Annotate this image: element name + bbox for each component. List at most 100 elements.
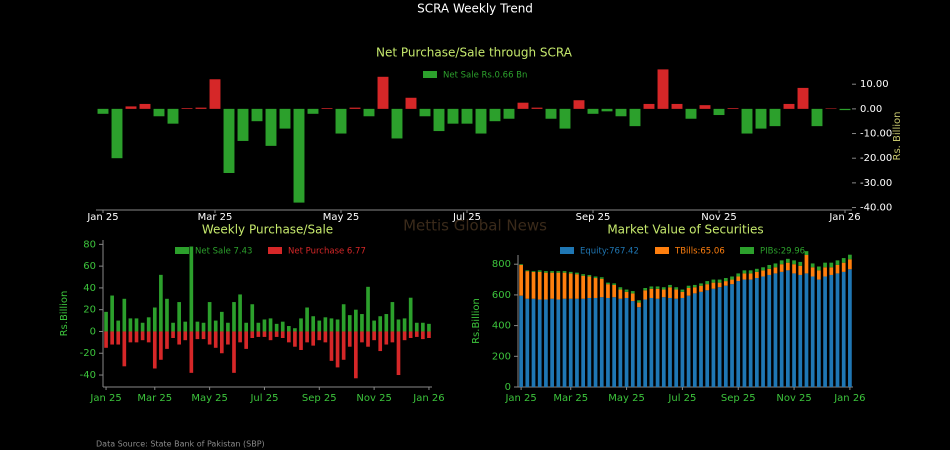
bar xyxy=(629,108,641,127)
bar xyxy=(321,108,333,109)
bar-segment xyxy=(717,279,722,283)
bar xyxy=(219,311,224,332)
bar xyxy=(116,331,121,345)
bar xyxy=(363,108,375,117)
bar-segment xyxy=(674,289,679,299)
bar-segment xyxy=(618,298,623,387)
bar xyxy=(811,108,823,127)
bar-segment xyxy=(742,273,747,280)
bar-segment xyxy=(668,297,672,387)
bar xyxy=(274,331,279,337)
bar xyxy=(307,108,319,114)
bar xyxy=(402,331,407,341)
bar xyxy=(405,97,417,109)
bar-segment xyxy=(835,260,840,265)
bar xyxy=(250,331,255,338)
bar-segment xyxy=(562,298,567,387)
bar-segment xyxy=(537,299,542,387)
bar xyxy=(146,331,151,343)
bar xyxy=(347,315,352,332)
bar xyxy=(587,108,599,114)
bar-segment xyxy=(630,301,635,387)
bar-segment xyxy=(649,286,654,289)
x-tick-label: Jul 25 xyxy=(452,212,481,223)
main-title: SCRA Weekly Trend xyxy=(417,2,533,16)
bar-segment xyxy=(680,291,685,298)
bar-segment xyxy=(841,271,846,387)
bar-segment xyxy=(767,264,772,269)
bar xyxy=(396,319,401,332)
bar xyxy=(293,328,297,332)
y-tick-label: 80 xyxy=(83,239,96,250)
bar-segment xyxy=(568,273,573,299)
bar-segment xyxy=(531,298,536,387)
bar-segment xyxy=(848,269,852,387)
x-tick-label: Jan 25 xyxy=(86,212,118,223)
bar xyxy=(226,331,230,345)
bar xyxy=(329,318,334,332)
bar-segment xyxy=(717,282,722,288)
bar xyxy=(140,331,145,341)
bar-segment xyxy=(792,260,796,265)
bar-segment xyxy=(519,264,523,265)
bar-segment xyxy=(587,274,592,277)
bar-segment xyxy=(804,273,809,387)
bar-segment xyxy=(612,283,617,285)
bar xyxy=(713,108,725,116)
bar-segment xyxy=(624,289,629,292)
chart-panel: Weekly Purchase/Sale Rs.Billion -40 -20 0 20 4… xyxy=(59,223,445,405)
bar-segment xyxy=(593,278,598,298)
bar xyxy=(177,331,181,345)
bar xyxy=(447,108,459,124)
y-tick-label: -20 xyxy=(80,348,96,359)
bar xyxy=(408,331,413,338)
bar xyxy=(408,297,413,332)
bar-segment xyxy=(767,268,772,275)
bar-segment xyxy=(841,262,846,272)
bar-segment xyxy=(606,282,610,285)
bar xyxy=(755,108,767,129)
bar xyxy=(134,331,139,343)
bar-segment xyxy=(761,270,765,277)
bar-segment xyxy=(550,271,554,273)
bar xyxy=(839,108,851,111)
bar xyxy=(268,331,273,341)
bar xyxy=(250,304,255,332)
bar xyxy=(354,309,358,332)
y-tick-label: 20 xyxy=(83,305,96,316)
bar-segment xyxy=(612,284,617,298)
bar-segment xyxy=(562,272,567,299)
bar xyxy=(146,317,151,332)
bar xyxy=(167,108,179,124)
bar xyxy=(104,311,108,332)
y-tick-label: -30.00 xyxy=(860,178,892,189)
bar xyxy=(390,331,395,343)
bar-segment xyxy=(699,285,703,292)
bar xyxy=(159,331,163,360)
bar xyxy=(181,108,193,109)
bar xyxy=(280,321,285,332)
bar-segment xyxy=(668,284,672,288)
bar-segment xyxy=(711,279,716,283)
bar-segment xyxy=(754,271,759,279)
bar xyxy=(559,108,571,129)
bar xyxy=(390,302,395,332)
bar-segment xyxy=(587,297,592,387)
bar xyxy=(797,87,809,109)
bar xyxy=(489,108,501,122)
bar-segment xyxy=(823,262,827,268)
legend-swatch xyxy=(740,247,754,254)
legend-label: Equity:767.42 xyxy=(580,247,639,257)
bar xyxy=(349,107,361,109)
bar xyxy=(279,108,291,129)
bar-segment xyxy=(804,251,809,255)
y-tick-label: -40.00 xyxy=(860,203,892,214)
bar xyxy=(134,318,139,332)
bar-segment xyxy=(624,291,629,298)
bar xyxy=(433,108,445,132)
bar xyxy=(643,103,655,109)
bar-segment xyxy=(568,271,573,274)
bar-segment xyxy=(742,279,747,387)
